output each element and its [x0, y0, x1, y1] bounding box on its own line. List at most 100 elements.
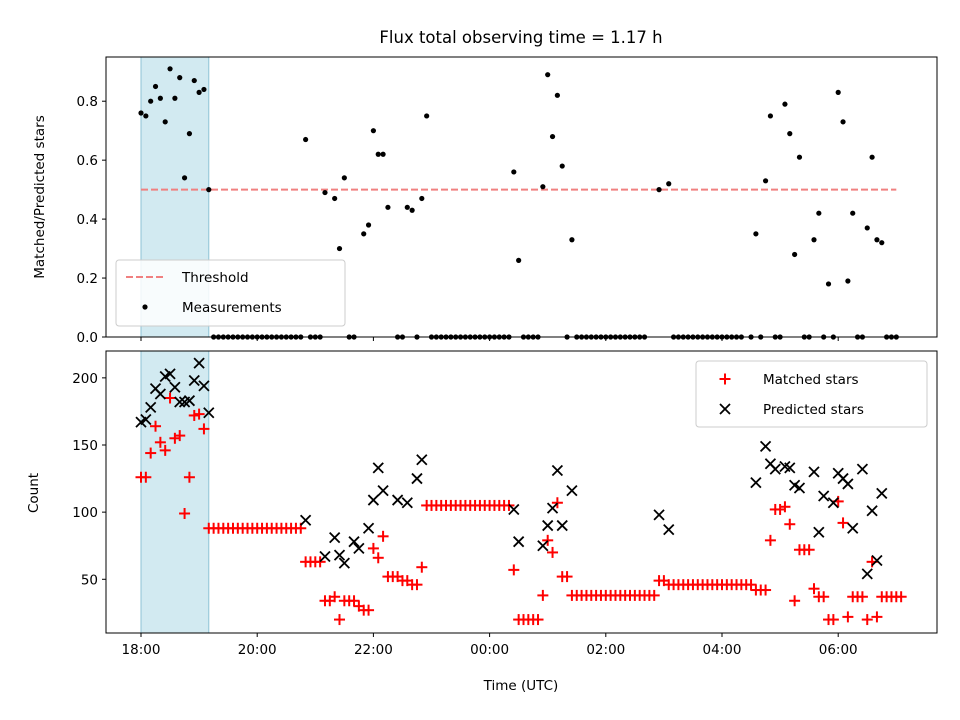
count-x-axis: 18:00 20:00 22:00 00:00 02:00 04:00 06:00 — [122, 633, 858, 658]
matched-point — [411, 579, 423, 591]
matched-point — [164, 392, 176, 404]
predicted-point — [566, 485, 578, 497]
measurement-point — [375, 151, 381, 157]
matched-point — [808, 583, 820, 595]
measurement-point — [148, 98, 154, 104]
y-tick-label: 0.8 — [77, 94, 98, 110]
ratio-x-ticks — [140, 337, 839, 341]
measurement-point — [569, 237, 575, 243]
measurement-point — [816, 210, 822, 216]
matched-point — [856, 591, 868, 603]
measurement-point — [762, 178, 769, 184]
measurement-point — [336, 245, 343, 252]
count-legend-box — [695, 360, 928, 428]
matched-point — [377, 530, 389, 542]
chart-title: Flux total observing time = 1.17 h — [379, 28, 662, 47]
legend-measurements-label: Measurements — [182, 300, 282, 316]
matched-point — [372, 552, 384, 564]
predicted-point — [353, 542, 365, 555]
matched-point — [183, 471, 195, 483]
measurement-point — [792, 251, 798, 258]
x-tick-label: 06:00 — [819, 642, 858, 658]
matched-point — [140, 471, 152, 483]
measurement-point — [753, 231, 759, 237]
legend-predicted-label: Predicted stars — [763, 402, 864, 418]
measurement-point — [835, 89, 841, 95]
predicted-point — [847, 522, 859, 534]
measurement-point — [840, 119, 846, 125]
measurement-point — [409, 207, 415, 213]
predicted-point — [861, 568, 873, 580]
y-tick-label: 0.2 — [77, 271, 98, 287]
predicted-point — [401, 497, 413, 509]
measurement-point — [879, 240, 885, 246]
measurement-point — [365, 222, 372, 228]
measurement-point — [549, 133, 556, 140]
count-y-axis-label: Count — [26, 473, 42, 513]
matched-points — [135, 392, 907, 626]
measurement-point — [825, 281, 832, 287]
predicted-point — [537, 540, 549, 552]
matched-point — [551, 497, 563, 509]
measurement-point — [874, 237, 880, 243]
predicted-point — [329, 532, 341, 544]
predicted-point — [556, 519, 568, 532]
predicted-point — [198, 380, 210, 392]
matched-point — [334, 614, 346, 626]
predicted-point — [508, 503, 520, 516]
predicted-point — [203, 407, 215, 419]
predicted-point — [827, 497, 839, 509]
predicted-point — [372, 462, 384, 474]
y-tick-label: 50 — [81, 572, 98, 588]
measurement-point — [845, 278, 851, 284]
predicted-point — [348, 536, 360, 548]
matched-point — [895, 591, 907, 603]
ratio-panel: Flux total observing time = 1.17 h 0.00.… — [32, 28, 938, 346]
predicted-point — [663, 523, 675, 536]
predicted-point — [871, 554, 883, 567]
predicted-point — [513, 536, 525, 548]
predicted-point — [808, 466, 820, 478]
matched-point — [779, 501, 791, 513]
y-tick-label: 200 — [72, 371, 98, 387]
predicted-point — [542, 519, 554, 532]
predicted-point — [876, 487, 888, 499]
predicted-point — [653, 509, 665, 521]
measurement-point — [162, 119, 168, 125]
matched-point — [861, 614, 873, 626]
matched-point — [837, 517, 849, 529]
measurement-point — [811, 237, 817, 243]
predicted-point — [174, 396, 186, 408]
measurement-point — [332, 195, 338, 202]
matched-point — [363, 604, 375, 616]
ratio-y-axis-label: Matched/Predicted stars — [32, 115, 48, 278]
ratio-legend: Threshold Measurements — [115, 259, 346, 327]
predicted-point — [546, 502, 559, 514]
predicted-point — [784, 462, 796, 474]
predicted-point — [793, 482, 806, 494]
ratio-y-axis: 0.0 0.2 0.4 0.6 0.8 — [77, 94, 106, 346]
measurement-point — [545, 72, 551, 78]
measurement-point — [361, 231, 367, 237]
count-panel: 50 100 150 200 18:00 20:00 22:00 00:00 02:00 04:… — [26, 350, 938, 694]
matched-point — [537, 589, 549, 601]
matched-point — [547, 546, 559, 558]
predicted-point — [169, 381, 181, 393]
measurement-point — [143, 113, 149, 119]
matched-point — [784, 518, 796, 530]
matched-point — [314, 556, 326, 568]
measurement-point — [322, 189, 328, 196]
y-tick-label: 100 — [72, 505, 98, 521]
predicted-point — [362, 522, 375, 534]
count-legend: Matched stars Predicted stars — [695, 360, 928, 428]
predicted-point — [551, 464, 564, 477]
measurement-point — [201, 86, 207, 93]
x-tick-label: 20:00 — [238, 642, 277, 658]
predicted-point — [813, 526, 825, 538]
matched-point — [648, 589, 660, 601]
predicted-point — [866, 505, 878, 517]
predicted-point — [856, 463, 869, 475]
measurement-point — [767, 113, 774, 119]
matched-point — [803, 544, 815, 556]
